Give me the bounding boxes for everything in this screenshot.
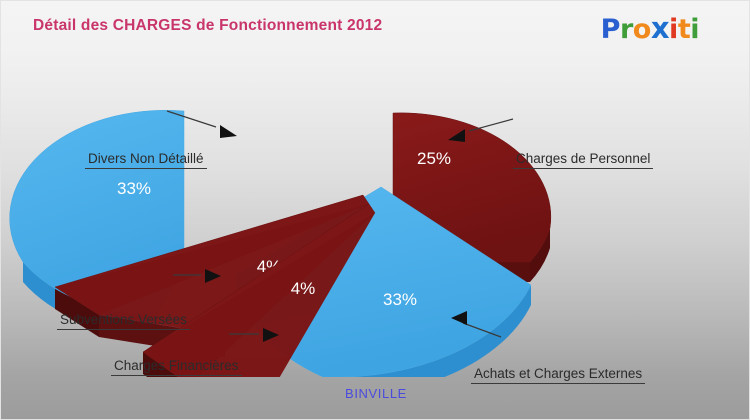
- logo-letter-r: r: [619, 14, 633, 45]
- callout-leaders: [166, 110, 514, 338]
- slice-side-achats: [323, 285, 531, 377]
- logo-letter-t: t: [677, 14, 691, 45]
- chart-footer: BINVILLE: [1, 385, 749, 403]
- pie-chart-3d[interactable]: 33% 25% 33% 4% 4%: [1, 47, 750, 377]
- slice-charges-financieres[interactable]: 4%: [142, 203, 376, 377]
- logo-letter-i2: i: [690, 14, 699, 45]
- callout-arrowheads: [205, 125, 467, 342]
- callout-text-financieres: Charges Financières: [111, 358, 242, 376]
- callout-text-subventions: Subventions Versées: [57, 312, 190, 330]
- arrow-financieres: [263, 328, 279, 342]
- logo-letter-i1: i: [669, 14, 678, 45]
- proxiti-logo[interactable]: Proxiti: [600, 11, 700, 45]
- callout-label-subventions[interactable]: Subventions Versées: [57, 312, 190, 330]
- arrow-subventions: [205, 269, 221, 283]
- slice-value-divers: 33%: [117, 179, 151, 198]
- callout-label-personnel[interactable]: Charges de Personnel: [513, 151, 654, 169]
- callout-label-achats[interactable]: Achats et Charges Externes: [471, 366, 646, 384]
- slice-value-achats: 33%: [383, 290, 417, 309]
- city-name: BINVILLE: [345, 386, 407, 401]
- logo-letter-o: o: [632, 14, 652, 45]
- callout-label-divers[interactable]: Divers Non Détaillé: [85, 151, 207, 169]
- callout-text-personnel: Charges de Personnel: [513, 151, 654, 169]
- callout-text-achats: Achats et Charges Externes: [471, 366, 646, 384]
- page-title: Détail des CHARGES de Fonctionnement 201…: [33, 17, 383, 34]
- slice-value-personnel: 25%: [417, 149, 451, 168]
- page-header: Détail des CHARGES de Fonctionnement 201…: [1, 1, 749, 51]
- logo-letter-p: P: [600, 14, 621, 45]
- arrow-achats: [451, 311, 467, 325]
- logo-letter-x: x: [650, 11, 670, 45]
- slice-value-financieres: 4%: [291, 279, 316, 298]
- arrow-divers: [220, 125, 237, 138]
- callout-label-financieres[interactable]: Charges Financières: [111, 358, 242, 376]
- pie-chart-region: 33% 25% 33% 4% 4%: [1, 47, 750, 384]
- arrow-personnel: [448, 129, 465, 142]
- callout-text-divers: Divers Non Détaillé: [85, 151, 207, 169]
